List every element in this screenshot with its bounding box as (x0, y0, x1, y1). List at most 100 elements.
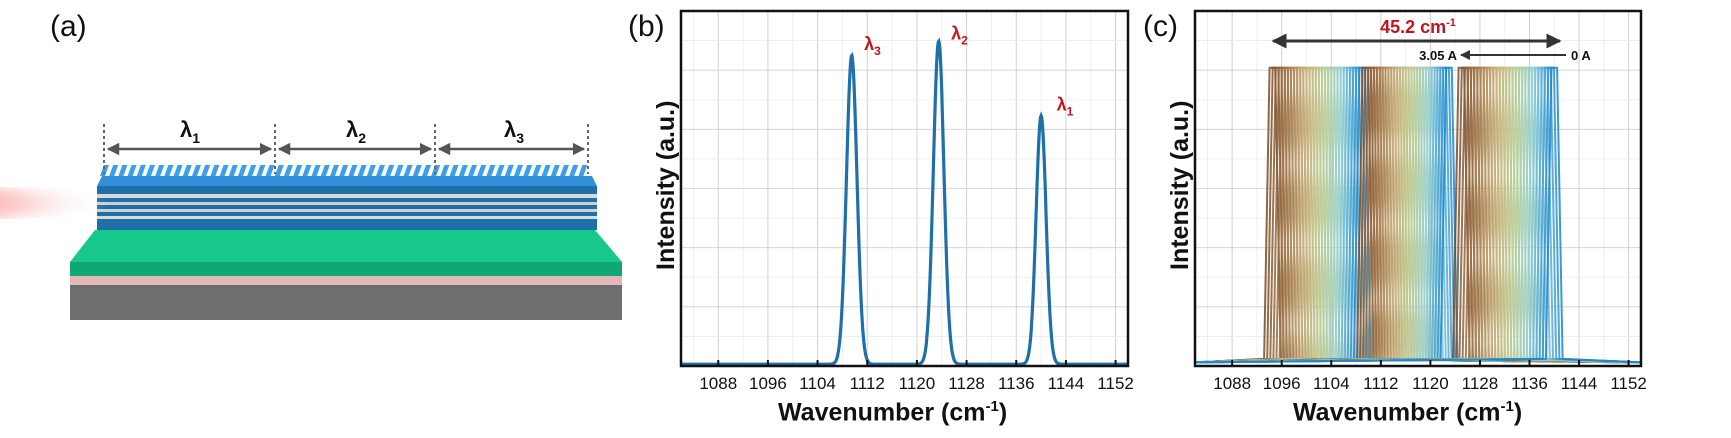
grating-tooth (219, 165, 229, 176)
panel-c-tick-label: 1136 (1511, 374, 1548, 393)
panel-a-label: (a) (50, 10, 87, 43)
panel-b-tick-label: 1096 (749, 374, 787, 393)
grating-tooth (228, 165, 238, 176)
panel-c-tick-label: 1104 (1313, 374, 1350, 393)
grating-tooth (118, 165, 128, 176)
ridge-layer-2 (97, 202, 597, 205)
panel-c-series-line (1195, 66, 1641, 364)
grating-tooth (210, 165, 220, 176)
grating-tooth (100, 165, 109, 176)
panel-c-chart: 1088 1096 1104 1112 1120 1128 1136 1144 1152 45.… (1193, 9, 1647, 393)
grating-tooth (293, 165, 303, 176)
grating-tooth (532, 165, 542, 176)
panel-b-series-line (681, 37, 1128, 366)
panel-c-frame (1193, 9, 1643, 368)
panel-c-tick-label: 1144 (1561, 374, 1598, 393)
grating-tooth (385, 165, 395, 176)
panel-b-xticks: 1088 1096 1104 1112 1120 1128 1136 1144 1152 (699, 360, 1134, 393)
panel-c-tick-label: 1088 (1213, 374, 1251, 393)
ridge-body (97, 186, 597, 230)
grating-tooth (394, 165, 404, 176)
grating-tooth (431, 165, 441, 176)
grating-tooth (155, 165, 165, 176)
panel-c-xlabel: Wavenumber (cm-1) (1293, 398, 1522, 427)
ridge-layer-3 (97, 209, 597, 212)
grating-tooth (109, 165, 119, 176)
ridge-layer-1 (97, 194, 597, 198)
ridge-top (97, 176, 597, 186)
grating-tooth (486, 165, 496, 176)
panel-b-frame (679, 9, 1130, 368)
laser-device-illustration: λ1 λ2 λ3 (0, 117, 622, 320)
substrate-top-edge (70, 276, 622, 285)
grating-tooth (495, 165, 505, 176)
grating-tooth (173, 165, 183, 176)
grating-tooth (311, 165, 321, 176)
grating-tooth (366, 165, 376, 176)
grating-tooth (477, 165, 487, 176)
grating-tooth (302, 165, 312, 176)
grating-tooth (164, 165, 174, 176)
grating-tooth (330, 165, 339, 176)
grating-tooth (449, 165, 459, 176)
grating-tooth (136, 165, 146, 176)
section-label-3: λ3 (504, 117, 524, 146)
panel-b-tick-label: 1088 (699, 374, 737, 393)
grating-tooth (247, 165, 257, 176)
grating-tooth (127, 165, 137, 176)
grating-tooth (422, 165, 431, 176)
panel-c-tick-label: 1112 (1363, 374, 1398, 393)
panel-b-tick-label: 1104 (799, 374, 836, 393)
grating-tooth (569, 165, 579, 176)
grating-tooth (440, 165, 450, 176)
grating-tooth (348, 165, 358, 176)
panel-c-tick-label: 1120 (1412, 374, 1449, 393)
grating-tooth (192, 165, 201, 176)
panel-b-tick-label: 1136 (998, 374, 1035, 393)
substrate-front (70, 285, 622, 320)
grating-tooth (238, 165, 247, 176)
panel-b-xlabel-end: ) (998, 398, 1008, 427)
panel-b-label: (b) (628, 10, 665, 43)
current-start-label: 0 A (1571, 48, 1591, 63)
grating-tooth (284, 165, 293, 176)
panel-c-xticks: 1088 1096 1104 1112 1120 1128 1136 1144 1152 (1213, 360, 1647, 393)
laser-beam (0, 187, 110, 219)
panel-b-peak-label: λ3 (864, 34, 881, 58)
panel-b-peak-label: λ1 (1057, 94, 1074, 118)
tuning-range-label: 45.2 cm-1 (1380, 17, 1456, 37)
grating-tooth (146, 165, 155, 176)
panel-b-tick-label: 1152 (1097, 374, 1134, 393)
panel-b-xlabel-sup: -1 (985, 398, 999, 415)
grating-tooth (376, 165, 385, 176)
grating-tooth (265, 165, 275, 176)
grating-tooth (339, 165, 349, 176)
grating-tooth (357, 165, 367, 176)
grating-tooth (412, 165, 422, 176)
grating-tooth (403, 165, 413, 176)
panel-b-annotations: λ3 λ2 λ1 (864, 23, 1073, 118)
cladding-front (70, 262, 622, 276)
grating-tooth (201, 165, 211, 176)
grating-tooth (274, 165, 284, 176)
cladding-top (70, 230, 622, 262)
panel-c-xlabel-text: Wavenumber (cm (1293, 398, 1501, 427)
panel-b-peak-label: λ2 (951, 23, 968, 47)
panel-b-tick-label: 1144 (1048, 374, 1085, 393)
section-label-1: λ1 (180, 117, 200, 146)
grating-tooth (523, 165, 533, 176)
panel-b-series (681, 37, 1128, 366)
panel-c-label: (c) (1143, 10, 1178, 43)
panel-c-series (1195, 66, 1641, 364)
grating-tooth (550, 165, 560, 176)
panel-c-tick-label: 1128 (1462, 374, 1499, 393)
grating-tooth (578, 165, 588, 176)
grating-tooth (560, 165, 569, 176)
panel-b-grid (681, 11, 1128, 366)
panel-b-xlabel: Wavenumber (cm-1) (778, 398, 1007, 427)
grating-teeth (100, 165, 588, 176)
grating-tooth (541, 165, 551, 176)
panel-c-xlabel-end: ) (1513, 398, 1523, 427)
grating-tooth (182, 165, 192, 176)
